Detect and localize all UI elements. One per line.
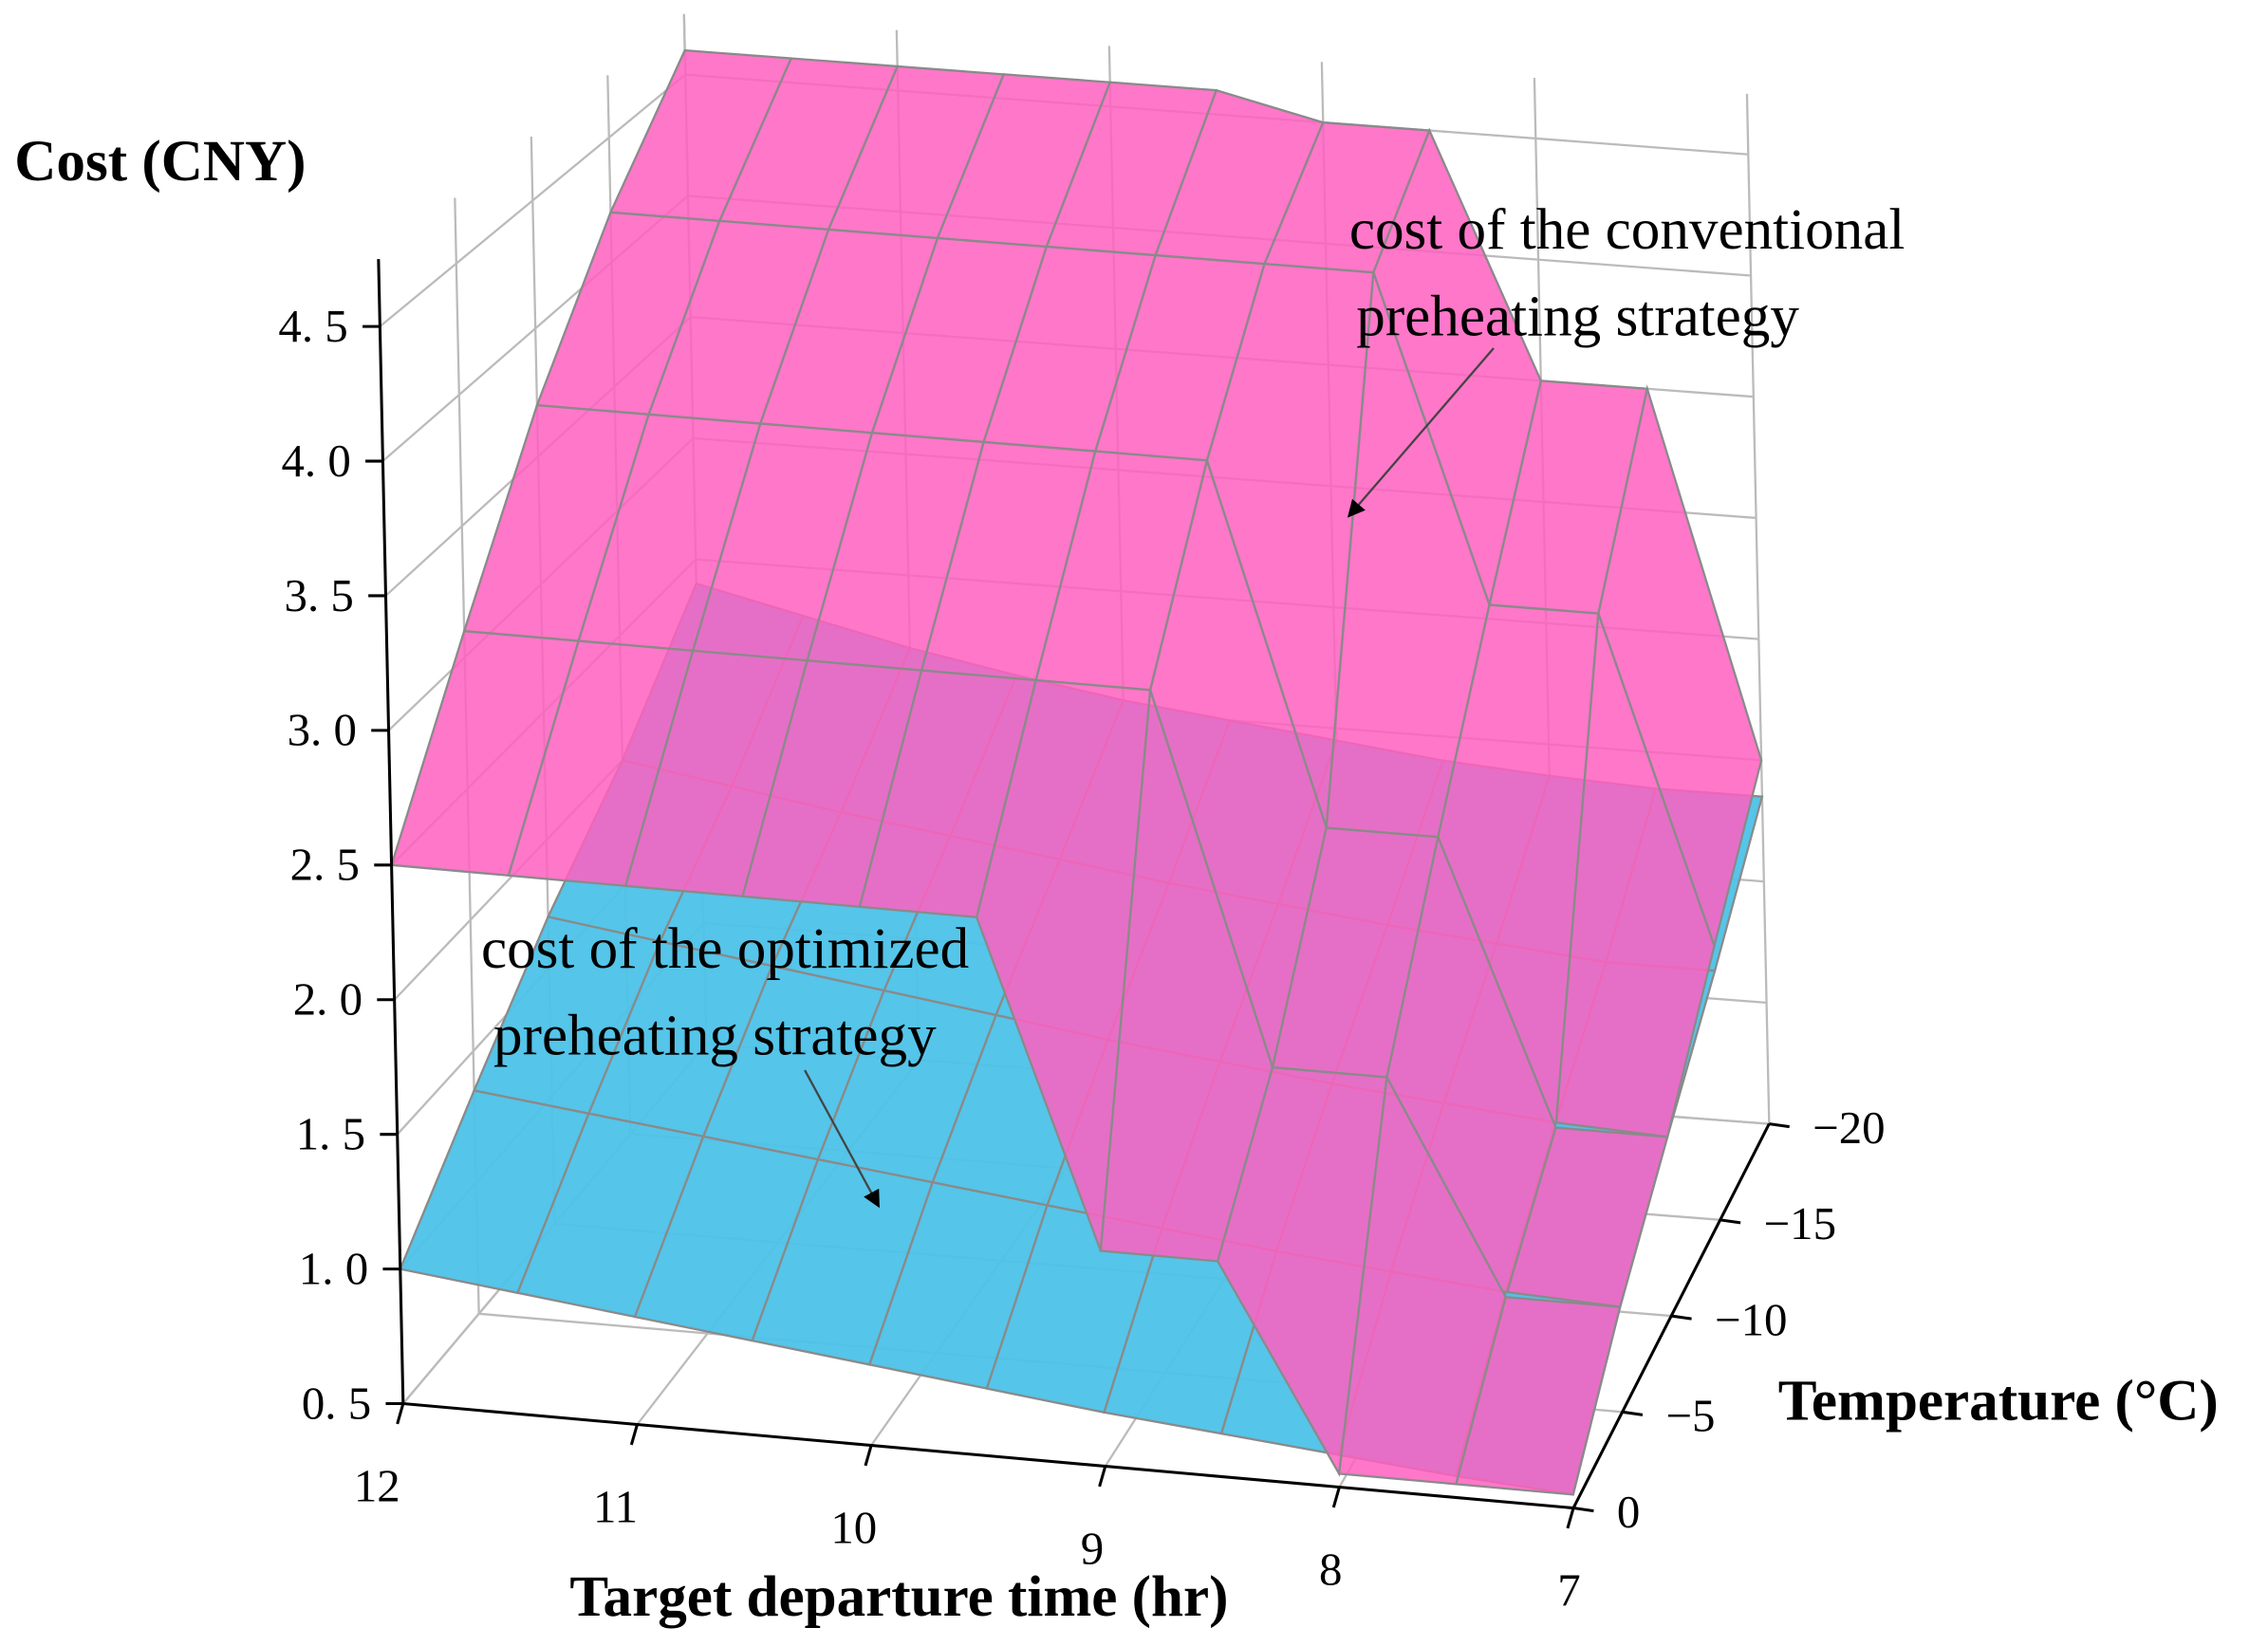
z-tick-label: 2. 5 — [290, 839, 360, 891]
grid-line — [1745, 93, 1771, 1124]
surface-cell — [1454, 1296, 1622, 1496]
tick-mark — [396, 1403, 405, 1425]
z-tick-label: 3. 0 — [288, 704, 357, 756]
tick-mark — [1622, 1410, 1644, 1416]
x-tick-label: 8 — [1319, 1543, 1342, 1595]
x-axis — [402, 1401, 1574, 1510]
z-tick-label: 3. 5 — [285, 569, 354, 621]
annotation: cost of the optimized — [481, 917, 969, 981]
grid-line — [379, 73, 686, 327]
z-tick-label: 2. 0 — [293, 973, 363, 1026]
z-tick-label: 0. 5 — [302, 1377, 371, 1429]
z-axis — [377, 259, 405, 1404]
surfaces — [390, 48, 1764, 1496]
x-tick-label: 7 — [1557, 1563, 1580, 1616]
y-tick-label: 0 — [1617, 1486, 1640, 1538]
x-tick-label: 9 — [1081, 1522, 1104, 1574]
annotation: preheating strategy — [493, 1005, 937, 1068]
tick-mark — [1720, 1218, 1741, 1225]
tick-mark — [1098, 1466, 1107, 1488]
annotation: cost of the conventional — [1349, 198, 1905, 262]
z-tick-label: 1. 0 — [299, 1242, 368, 1294]
tick-mark — [1572, 1507, 1594, 1513]
z-tick-label: 4. 0 — [281, 435, 350, 487]
annotation-arrow — [804, 1069, 881, 1209]
z-tick-label: 4. 5 — [278, 300, 347, 352]
y-tick-label: −10 — [1715, 1293, 1787, 1345]
y-tick-label: −5 — [1665, 1390, 1715, 1442]
annotation-arrow — [1347, 347, 1495, 518]
tick-mark — [1769, 1122, 1790, 1129]
x-tick-label: 10 — [830, 1501, 877, 1553]
tick-mark — [629, 1424, 639, 1446]
tick-mark — [1566, 1507, 1575, 1529]
x-tick-label: 12 — [354, 1459, 400, 1511]
axes: 0. 5 1. 0 1. 5 2. 0 2. 5 3. 0 3. 5 4. 0 4. 5 12 11… — [278, 259, 1886, 1616]
y-axis-title: Temperature (°C) — [1778, 1370, 2219, 1433]
y-tick-label: −15 — [1764, 1197, 1836, 1249]
annotation: preheating strategy — [1356, 286, 1799, 349]
y-tick-label: −20 — [1813, 1101, 1885, 1154]
tick-mark — [1670, 1314, 1692, 1321]
tick-mark — [1331, 1487, 1341, 1508]
z-tick-label: 1. 5 — [296, 1107, 365, 1159]
z-axis-title: Cost (CNY) — [14, 130, 306, 194]
x-axis-title: Target departure time (hr) — [569, 1565, 1228, 1629]
x-tick-label: 11 — [593, 1480, 638, 1532]
tick-mark — [864, 1445, 873, 1467]
